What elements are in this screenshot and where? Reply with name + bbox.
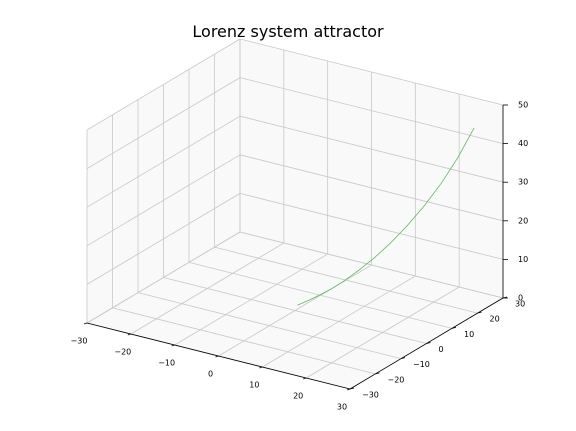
y-tick-label: 0	[439, 345, 444, 354]
x-tick-mark	[215, 355, 219, 358]
y-tick-label: 30	[515, 300, 525, 309]
y-tick-label: −30	[362, 391, 379, 400]
x-tick-label: −10	[158, 359, 175, 368]
grid-z-leftwall	[86, 77, 241, 169]
grid-z-backwall	[239, 77, 504, 144]
x-tick-mark	[303, 377, 307, 380]
grid-z-leftwall	[86, 154, 241, 247]
grid-z-backwall	[239, 38, 504, 106]
y-tick-label: −10	[413, 360, 430, 369]
x-tick-label: 0	[208, 370, 213, 379]
grid-z-leftwall	[86, 115, 241, 208]
x-tick-mark	[83, 322, 88, 325]
y-tick-label: 10	[464, 330, 474, 339]
grid-y-floor	[137, 292, 402, 360]
grid-z-leftwall	[86, 231, 241, 324]
x-tick-label: 20	[293, 392, 303, 401]
chart-title: Lorenz system attractor	[192, 22, 384, 41]
z-tick-label: 10	[518, 255, 528, 264]
y-tick-label: −20	[388, 375, 405, 384]
tick-labels: −30−20−100102030−30−20−10010203001020304…	[71, 101, 529, 412]
z-tick-label: 0	[518, 294, 523, 303]
grid-z-backwall	[239, 231, 504, 299]
grid-z-backwall	[239, 154, 504, 222]
grid-z-backwall	[239, 193, 504, 260]
y-tick-mark	[375, 372, 380, 375]
x-tick-mark	[127, 333, 131, 336]
grid-z-leftwall	[86, 193, 241, 285]
y-tick-mark	[349, 387, 355, 390]
z-tick-label: 20	[518, 216, 528, 225]
series-line-0	[297, 127, 475, 306]
x-tick-mark	[346, 388, 351, 391]
y-tick-mark	[426, 342, 431, 344]
grid-z-leftwall	[86, 38, 241, 131]
x-tick-label: 10	[249, 381, 259, 390]
y-tick-mark	[477, 311, 482, 314]
grid-y-floor	[112, 307, 376, 375]
x-tick-label: −30	[71, 337, 88, 346]
x-tick-label: −20	[114, 348, 131, 357]
grid-y-floor	[163, 277, 427, 344]
x-tick-mark	[259, 366, 263, 369]
data-traces	[297, 127, 475, 306]
y-tick-mark	[451, 326, 457, 329]
z-tick-label: 50	[518, 101, 528, 110]
grid-lines	[86, 38, 504, 390]
grid-y-floor	[188, 261, 453, 329]
grid-y-floor	[214, 246, 478, 314]
y-tick-label: 20	[490, 315, 500, 324]
x-tick-label: 30	[337, 403, 347, 412]
grid-z-backwall	[239, 115, 504, 183]
z-tick-label: 40	[518, 139, 528, 148]
z-tick-label: 30	[518, 178, 528, 187]
y-tick-mark	[400, 357, 406, 360]
x-tick-mark	[171, 344, 175, 347]
axis-lines	[83, 104, 508, 391]
